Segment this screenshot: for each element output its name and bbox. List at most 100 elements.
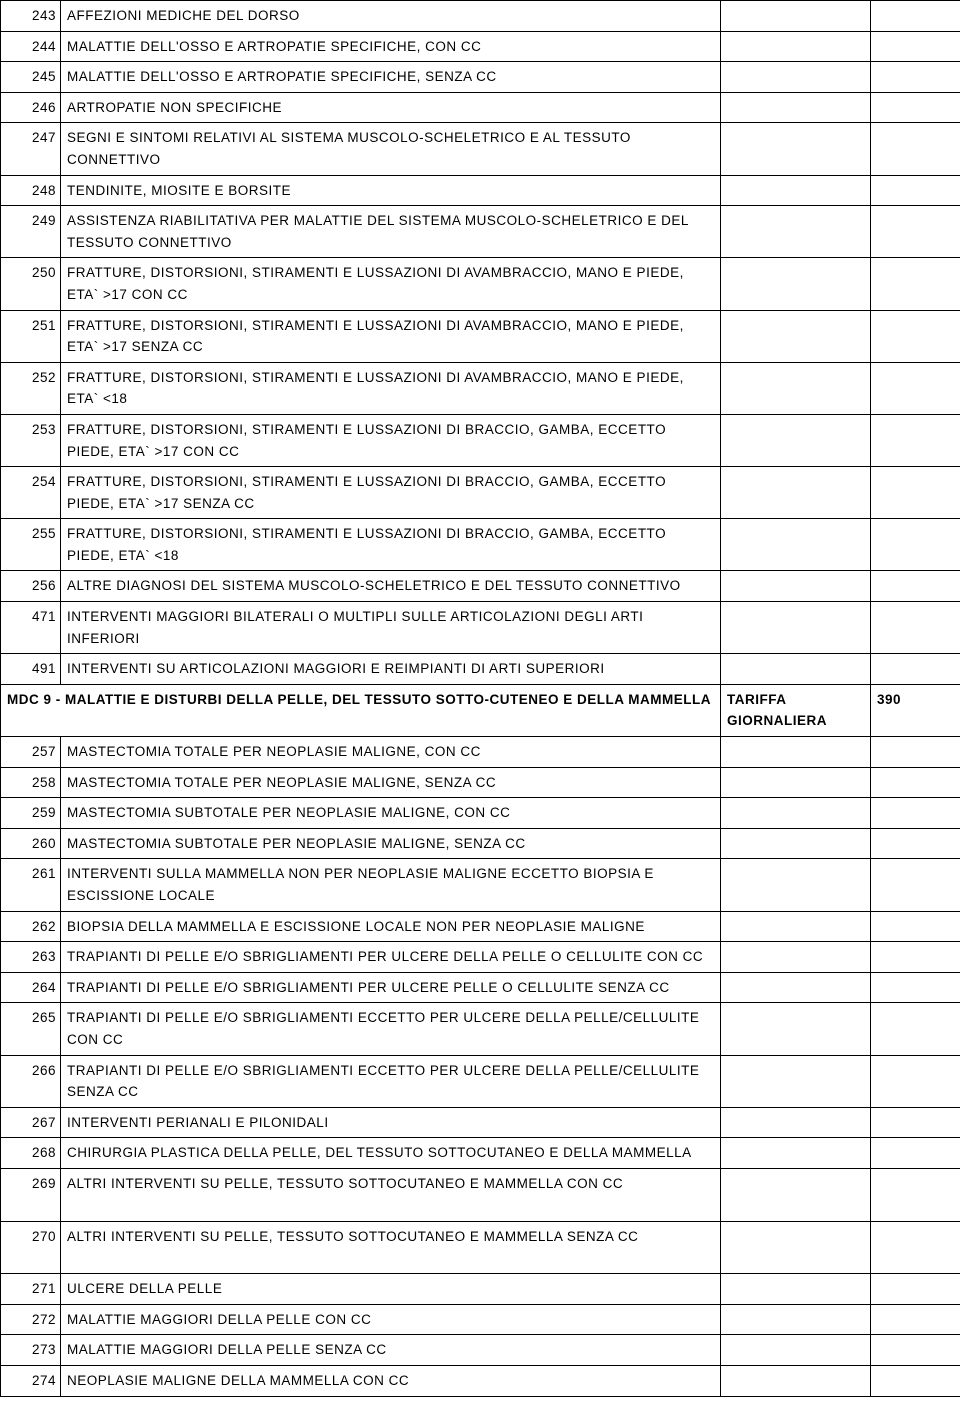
drg-description: BIOPSIA DELLA MAMMELLA E ESCISSIONE LOCA…	[61, 911, 721, 942]
drg-code: 273	[1, 1335, 61, 1366]
table-row: 257MASTECTOMIA TOTALE PER NEOPLASIE MALI…	[1, 737, 960, 768]
drg-description: TRAPIANTI DI PELLE E/O SBRIGLIAMENTI ECC…	[61, 1055, 721, 1107]
table-row: 264TRAPIANTI DI PELLE E/O SBRIGLIAMENTI …	[1, 972, 960, 1003]
table-row: 273MALATTIE MAGGIORI DELLA PELLE SENZA C…	[1, 1335, 960, 1366]
tariff-label: TARIFFA GIORNALIERA	[721, 684, 871, 736]
table-row: 491INTERVENTI SU ARTICOLAZIONI MAGGIORI …	[1, 654, 960, 685]
drg-code: 246	[1, 92, 61, 123]
drg-description: ULCERE DELLA PELLE	[61, 1274, 721, 1305]
value-cell	[871, 258, 960, 310]
value-cell	[871, 602, 960, 654]
drg-code: 248	[1, 175, 61, 206]
drg-description: ALTRI INTERVENTI SU PELLE, TESSUTO SOTTO…	[61, 1168, 721, 1221]
drg-description: MALATTIE MAGGIORI DELLA PELLE CON CC	[61, 1304, 721, 1335]
table-row: 260MASTECTOMIA SUBTOTALE PER NEOPLASIE M…	[1, 828, 960, 859]
value-cell	[871, 1335, 960, 1366]
drg-description: FRATTURE, DISTORSIONI, STIRAMENTI E LUSS…	[61, 258, 721, 310]
drg-description: INTERVENTI SU ARTICOLAZIONI MAGGIORI E R…	[61, 654, 721, 685]
table-row: 251FRATTURE, DISTORSIONI, STIRAMENTI E L…	[1, 310, 960, 362]
tariff-cell	[721, 62, 871, 93]
drg-code: 253	[1, 414, 61, 466]
drg-description: MALATTIE DELL'OSSO E ARTROPATIE SPECIFIC…	[61, 62, 721, 93]
drg-code: 265	[1, 1003, 61, 1055]
value-cell	[871, 798, 960, 829]
table-row: 265TRAPIANTI DI PELLE E/O SBRIGLIAMENTI …	[1, 1003, 960, 1055]
tariff-value: 390	[871, 684, 960, 736]
table-row: 266TRAPIANTI DI PELLE E/O SBRIGLIAMENTI …	[1, 1055, 960, 1107]
drg-description: TRAPIANTI DI PELLE E/O SBRIGLIAMENTI PER…	[61, 972, 721, 1003]
value-cell	[871, 362, 960, 414]
tariff-cell	[721, 1055, 871, 1107]
drg-description: INTERVENTI SULLA MAMMELLA NON PER NEOPLA…	[61, 859, 721, 911]
tariff-cell	[721, 1, 871, 32]
value-cell	[871, 828, 960, 859]
drg-code: 250	[1, 258, 61, 310]
drg-code: 254	[1, 467, 61, 519]
value-cell	[871, 972, 960, 1003]
drg-code: 471	[1, 602, 61, 654]
tariff-cell	[721, 1107, 871, 1138]
table-row: 247SEGNI E SINTOMI RELATIVI AL SISTEMA M…	[1, 123, 960, 175]
drg-code: 258	[1, 767, 61, 798]
tariff-cell	[721, 1138, 871, 1169]
table-row: 245MALATTIE DELL'OSSO E ARTROPATIE SPECI…	[1, 62, 960, 93]
value-cell	[871, 1365, 960, 1396]
table-row: 250FRATTURE, DISTORSIONI, STIRAMENTI E L…	[1, 258, 960, 310]
drg-code: 270	[1, 1221, 61, 1274]
drg-description: ASSISTENZA RIABILITATIVA PER MALATTIE DE…	[61, 206, 721, 258]
tariff-cell	[721, 828, 871, 859]
drg-code: 274	[1, 1365, 61, 1396]
drg-code: 249	[1, 206, 61, 258]
drg-description: TENDINITE, MIOSITE E BORSITE	[61, 175, 721, 206]
drg-code: 260	[1, 828, 61, 859]
drg-code: 243	[1, 1, 61, 32]
drg-code: 245	[1, 62, 61, 93]
value-cell	[871, 571, 960, 602]
tariff-cell	[721, 737, 871, 768]
table-row: 263TRAPIANTI DI PELLE E/O SBRIGLIAMENTI …	[1, 942, 960, 973]
drg-description: ALTRI INTERVENTI SU PELLE, TESSUTO SOTTO…	[61, 1221, 721, 1274]
table-row: 267INTERVENTI PERIANALI E PILONIDALI	[1, 1107, 960, 1138]
drg-table: 243AFFEZIONI MEDICHE DEL DORSO244MALATTI…	[0, 0, 960, 1397]
drg-code: 255	[1, 519, 61, 571]
value-cell	[871, 1168, 960, 1221]
value-cell	[871, 859, 960, 911]
drg-description: FRATTURE, DISTORSIONI, STIRAMENTI E LUSS…	[61, 467, 721, 519]
value-cell	[871, 1107, 960, 1138]
drg-description: FRATTURE, DISTORSIONI, STIRAMENTI E LUSS…	[61, 362, 721, 414]
value-cell	[871, 92, 960, 123]
drg-description: FRATTURE, DISTORSIONI, STIRAMENTI E LUSS…	[61, 310, 721, 362]
value-cell	[871, 175, 960, 206]
value-cell	[871, 1274, 960, 1305]
drg-code: 491	[1, 654, 61, 685]
value-cell	[871, 206, 960, 258]
value-cell	[871, 1221, 960, 1274]
drg-code: 257	[1, 737, 61, 768]
tariff-cell	[721, 1221, 871, 1274]
drg-code: 256	[1, 571, 61, 602]
table-row: 262BIOPSIA DELLA MAMMELLA E ESCISSIONE L…	[1, 911, 960, 942]
drg-description: AFFEZIONI MEDICHE DEL DORSO	[61, 1, 721, 32]
tariff-cell	[721, 972, 871, 1003]
drg-description: MALATTIE DELL'OSSO E ARTROPATIE SPECIFIC…	[61, 31, 721, 62]
tariff-cell	[721, 92, 871, 123]
drg-description: ARTROPATIE NON SPECIFICHE	[61, 92, 721, 123]
drg-code: 262	[1, 911, 61, 942]
value-cell	[871, 911, 960, 942]
drg-code: 261	[1, 859, 61, 911]
value-cell	[871, 1003, 960, 1055]
drg-code: 266	[1, 1055, 61, 1107]
table-row: 252FRATTURE, DISTORSIONI, STIRAMENTI E L…	[1, 362, 960, 414]
tariff-cell	[721, 654, 871, 685]
tariff-cell	[721, 942, 871, 973]
drg-code: 267	[1, 1107, 61, 1138]
tariff-cell	[721, 1274, 871, 1305]
drg-description: MASTECTOMIA TOTALE PER NEOPLASIE MALIGNE…	[61, 767, 721, 798]
table-row: 243AFFEZIONI MEDICHE DEL DORSO	[1, 1, 960, 32]
value-cell	[871, 1304, 960, 1335]
table-row: 249ASSISTENZA RIABILITATIVA PER MALATTIE…	[1, 206, 960, 258]
value-cell	[871, 767, 960, 798]
drg-code: 251	[1, 310, 61, 362]
drg-code: 244	[1, 31, 61, 62]
table-row: 246ARTROPATIE NON SPECIFICHE	[1, 92, 960, 123]
